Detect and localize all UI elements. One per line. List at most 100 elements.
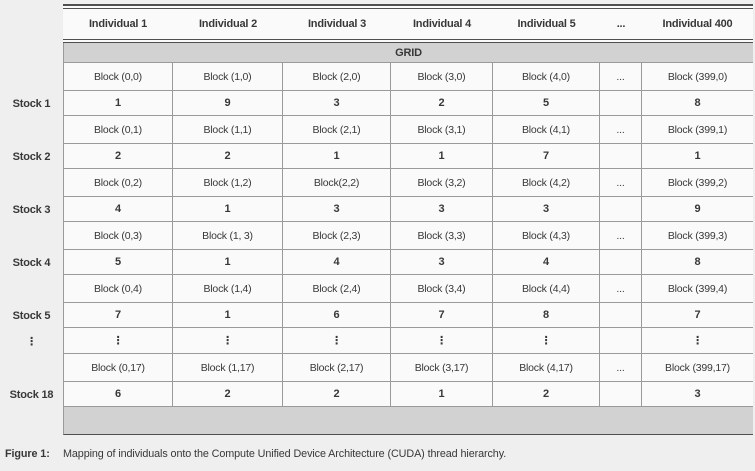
value-cell: 7	[63, 303, 173, 328]
ellipsis-cell	[600, 197, 642, 222]
grid-label: GRID	[395, 46, 422, 59]
caption-label: Figure 1:	[5, 448, 50, 460]
value-cell: 3	[642, 382, 753, 407]
vertical-ellipsis-cell: ⋮	[642, 328, 753, 354]
value-cell: 6	[283, 303, 391, 328]
stock-label: Stock 2	[12, 150, 51, 163]
top-double-rule	[63, 4, 753, 9]
block-cell: Block (1,2)	[173, 169, 283, 197]
value-cell: 2	[283, 382, 391, 407]
block-cell: Block(2,2)	[283, 169, 391, 197]
footer-band	[63, 407, 753, 435]
value-cell: 1	[173, 250, 283, 275]
vertical-ellipsis-cell: ⋮	[283, 328, 391, 354]
block-cell: Block (3,0)	[391, 63, 493, 91]
block-cell: Block (399,1)	[642, 116, 753, 144]
value-cell: 1	[642, 144, 753, 169]
block-cell: Block (1,1)	[173, 116, 283, 144]
block-cell: Block (3,17)	[391, 354, 493, 382]
ellipsis-cell: ...	[600, 63, 642, 91]
block-cell: Block (4,2)	[493, 169, 600, 197]
block-cell: Block (399,3)	[642, 222, 753, 250]
value-cell: 8	[493, 303, 600, 328]
gutter-vertical-ellipsis: ⋮	[26, 335, 37, 348]
column-header: Individual 4	[391, 9, 493, 39]
value-cell: 9	[173, 91, 283, 116]
value-cell: 8	[642, 91, 753, 116]
block-cell: Block (2,3)	[283, 222, 391, 250]
ellipsis-cell	[600, 303, 642, 328]
ellipsis-cell	[600, 144, 642, 169]
value-row: Stock 5 7 1 6 7 8 7	[0, 303, 753, 328]
value-row: Stock 2 2 2 1 1 7 1	[0, 144, 753, 169]
value-cell: 1	[391, 382, 493, 407]
value-cell: 2	[63, 144, 173, 169]
vertical-ellipsis-cell: ⋮	[493, 328, 600, 354]
block-row: Block (0,0) Block (1,0) Block (2,0) Bloc…	[0, 63, 753, 91]
block-cell: Block (399,0)	[642, 63, 753, 91]
block-row: Block (0,17) Block (1,17) Block (2,17) B…	[0, 354, 753, 382]
stock-label: Stock 18	[9, 388, 54, 401]
block-cell: Block (399,2)	[642, 169, 753, 197]
block-cell: Block (0,4)	[63, 275, 173, 303]
ellipsis-cell: ...	[600, 275, 642, 303]
value-cell: 1	[173, 303, 283, 328]
ellipsis-cell	[600, 91, 642, 116]
block-row: Block (0,3) Block (1, 3) Block (2,3) Blo…	[0, 222, 753, 250]
block-cell: Block (0,17)	[63, 354, 173, 382]
corner-spacer	[0, 9, 63, 39]
block-cell: Block (2,0)	[283, 63, 391, 91]
vertical-ellipsis-row: ⋮ ⋮ ⋮ ⋮ ⋮ ⋮ ⋮	[0, 328, 753, 354]
block-cell: Block (0,3)	[63, 222, 173, 250]
stock-label: Stock 1	[12, 97, 51, 110]
value-cell: 1	[173, 197, 283, 222]
gutter-spacer	[0, 275, 63, 303]
block-cell: Block (1,17)	[173, 354, 283, 382]
block-cell: Block (399,4)	[642, 275, 753, 303]
block-cell: Block (1, 3)	[173, 222, 283, 250]
value-cell: 7	[391, 303, 493, 328]
block-cell: Block (1,4)	[173, 275, 283, 303]
value-cell: 3	[283, 91, 391, 116]
ellipsis-cell: ...	[600, 222, 642, 250]
value-row: Stock 1 1 9 3 2 5 8	[0, 91, 753, 116]
stock-label: Stock 4	[12, 256, 51, 269]
value-cell: 6	[63, 382, 173, 407]
stock-label: Stock 5	[12, 309, 51, 322]
value-cell: 9	[642, 197, 753, 222]
block-cell: Block (3,3)	[391, 222, 493, 250]
block-cell: Block (4,4)	[493, 275, 600, 303]
value-cell: 2	[493, 382, 600, 407]
block-cell: Block (2,4)	[283, 275, 391, 303]
value-cell: 3	[391, 250, 493, 275]
column-header: Individual 2	[173, 9, 283, 39]
header-double-rule	[63, 39, 753, 43]
gutter-spacer	[0, 222, 63, 250]
block-cell: Block (0,0)	[63, 63, 173, 91]
block-cell: Block (3,4)	[391, 275, 493, 303]
ellipsis-cell	[600, 382, 642, 407]
value-cell: 1	[63, 91, 173, 116]
value-cell: 1	[391, 144, 493, 169]
gutter-spacer	[0, 169, 63, 197]
block-row: Block (0,2) Block (1,2) Block(2,2) Block…	[0, 169, 753, 197]
block-cell: Block (0,1)	[63, 116, 173, 144]
block-cell: Block (0,2)	[63, 169, 173, 197]
value-cell: 2	[173, 144, 283, 169]
vertical-ellipsis-cell: ⋮	[63, 328, 173, 354]
value-cell: 4	[493, 250, 600, 275]
value-cell: 3	[391, 197, 493, 222]
block-cell: Block (3,1)	[391, 116, 493, 144]
value-cell: 7	[642, 303, 753, 328]
stock-label: Stock 3	[12, 203, 51, 216]
value-cell: 7	[493, 144, 600, 169]
value-cell: 4	[63, 197, 173, 222]
column-header: Individual 400	[642, 9, 753, 39]
vertical-ellipsis-cell: ⋮	[391, 328, 493, 354]
value-cell: 5	[493, 91, 600, 116]
ellipsis-cell: ...	[600, 116, 642, 144]
value-row: Stock 18 6 2 2 1 2 3	[0, 382, 753, 407]
value-row: Stock 3 4 1 3 3 3 9	[0, 197, 753, 222]
value-cell: 3	[493, 197, 600, 222]
